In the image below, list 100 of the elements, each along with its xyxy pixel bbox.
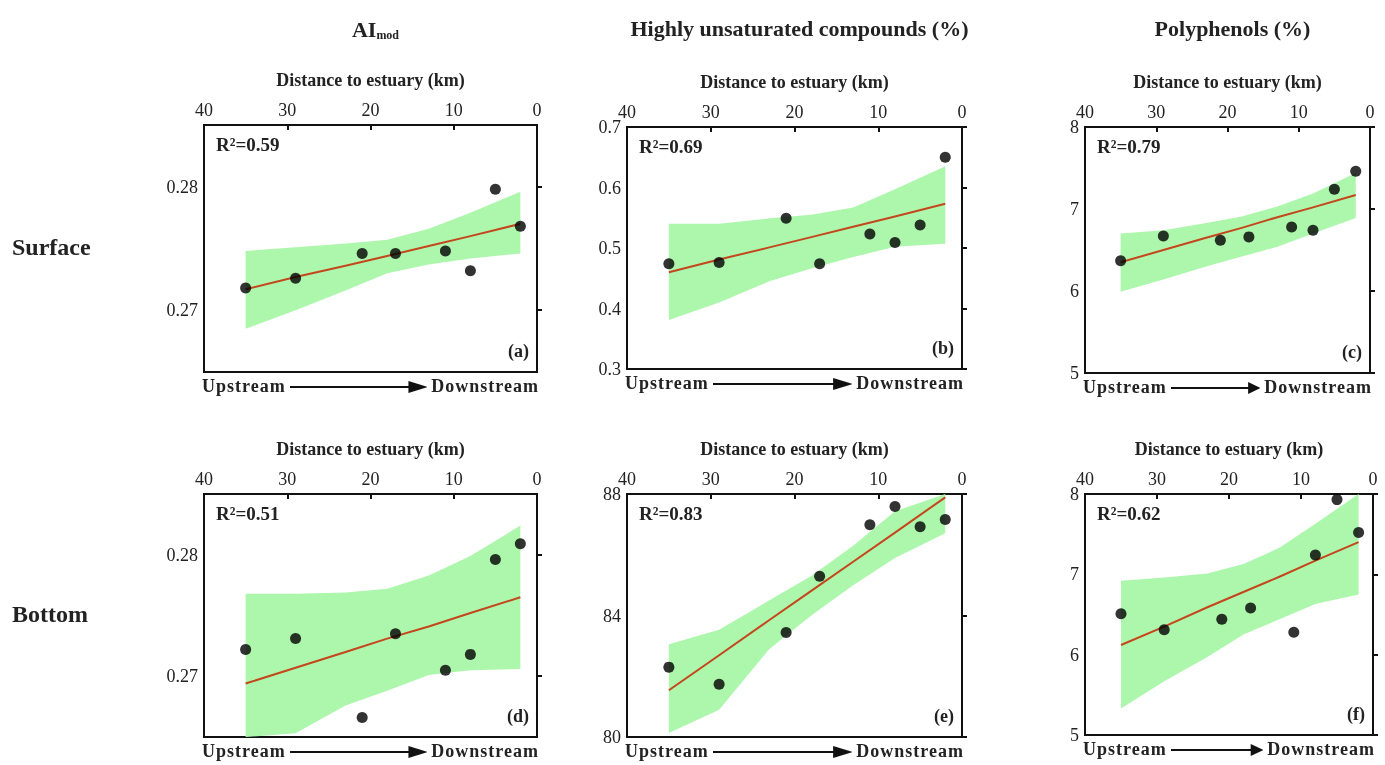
point: [939, 514, 951, 526]
point: [814, 258, 826, 270]
y-tick-label: 0.28: [166, 544, 198, 565]
x-tick-label: 0: [1368, 469, 1378, 489]
point: [663, 258, 675, 270]
x-tick-label: 40: [195, 469, 213, 489]
point: [1115, 608, 1127, 620]
text: Upstream: [202, 376, 286, 397]
point: [489, 183, 501, 195]
x-tick-label: 30: [1148, 469, 1166, 489]
point: [356, 712, 368, 724]
y-tick-label: 0.4: [598, 298, 621, 319]
point: [864, 519, 876, 531]
text: Upstream: [625, 741, 709, 762]
chart-title: Polyphenols (%): [1154, 15, 1311, 41]
annotation: (a): [508, 341, 530, 362]
x-tick-label: 0: [532, 100, 542, 120]
x-tick-label: 20: [361, 469, 380, 489]
x-axis-title: Distance to estuary (km): [1134, 439, 1324, 460]
annotation: (f): [1347, 704, 1366, 725]
y-axis-title: Surface: [12, 233, 91, 260]
y-tick-label: 84: [603, 605, 621, 626]
y-tick-label: 0.27: [166, 300, 198, 321]
point: [814, 570, 826, 582]
point: [914, 521, 926, 533]
point: [240, 282, 252, 294]
point: [1243, 231, 1255, 243]
x-axis-title: Distance to estuary (km): [700, 439, 889, 460]
point: [240, 644, 252, 656]
y-tick-label: 7: [1070, 199, 1079, 219]
x-tick-label: 30: [1147, 102, 1166, 122]
point: [914, 219, 926, 231]
x-tick-label: 10: [444, 100, 463, 120]
text: Downstream: [1267, 739, 1375, 760]
annotation: (d): [507, 706, 530, 727]
y-tick-label: 0.3: [598, 359, 621, 379]
point: [889, 237, 901, 249]
y-tick-label: 0.7: [598, 117, 621, 137]
x-tick-label: 10: [869, 469, 888, 489]
point: [439, 664, 451, 676]
text: Downstream: [856, 373, 964, 394]
x-axis-title: Distance to estuary (km): [700, 72, 889, 93]
x-tick-label: 0: [1365, 102, 1375, 122]
y-tick-label: 6: [1070, 281, 1079, 301]
y-tick-label: 7: [1070, 564, 1079, 585]
y-tick-label: 5: [1070, 725, 1079, 745]
point: [1309, 549, 1321, 561]
line-series: [244, 596, 522, 685]
annotation: R²=0.79: [1097, 136, 1161, 157]
point: [713, 678, 725, 690]
x-axis-title: Distance to estuary (km): [276, 70, 465, 91]
y-axis-title: Bottom: [12, 600, 88, 627]
text: Downstream: [856, 741, 964, 762]
x-tick-label: 20: [361, 100, 380, 120]
point: [1328, 183, 1340, 195]
text: Upstream: [202, 741, 286, 762]
point: [1353, 527, 1365, 539]
text: Upstream: [1083, 739, 1167, 760]
point: [514, 538, 526, 550]
point: [1216, 613, 1228, 625]
y-tick-label: 0.28: [166, 176, 198, 197]
x-tick-label: 10: [1289, 102, 1308, 122]
annotation: R²=0.83: [639, 503, 703, 524]
line-series: [1120, 541, 1360, 647]
point: [939, 151, 951, 163]
y-tick-label: 80: [603, 727, 621, 747]
point: [464, 648, 476, 660]
text: Upstream: [1083, 377, 1167, 398]
x-tick-label: 0: [532, 469, 542, 489]
y-tick-label: 0.6: [598, 177, 621, 198]
x-tick-label: 0: [957, 469, 967, 489]
point: [713, 257, 725, 269]
y-tick-label: 0.27: [166, 666, 198, 687]
x-tick-label: 40: [195, 100, 213, 120]
point: [1115, 255, 1127, 267]
annotation: R²=0.51: [216, 503, 280, 524]
text: Upstream: [625, 373, 709, 394]
point: [1245, 602, 1257, 614]
x-tick-label: 30: [278, 100, 297, 120]
annotation: (e): [934, 706, 955, 727]
point: [1214, 234, 1226, 246]
y-tick-label: 8: [1070, 484, 1079, 504]
annotation: (b): [932, 338, 955, 359]
x-tick-label: 20: [785, 102, 804, 122]
point: [1158, 624, 1170, 636]
x-tick-label: 0: [957, 102, 967, 122]
text: Downstream: [431, 741, 539, 762]
text: Downstream: [1264, 377, 1372, 398]
point: [1350, 165, 1362, 177]
x-tick-label: 30: [701, 469, 720, 489]
point: [514, 220, 526, 232]
point: [780, 212, 792, 224]
point: [663, 661, 675, 673]
point: [780, 627, 792, 639]
y-tick-label: 8: [1070, 117, 1079, 137]
point: [889, 500, 901, 512]
point: [1331, 494, 1343, 506]
x-tick-label: 30: [278, 469, 297, 489]
y-tick-label: 0.5: [598, 238, 621, 258]
point: [389, 628, 401, 640]
